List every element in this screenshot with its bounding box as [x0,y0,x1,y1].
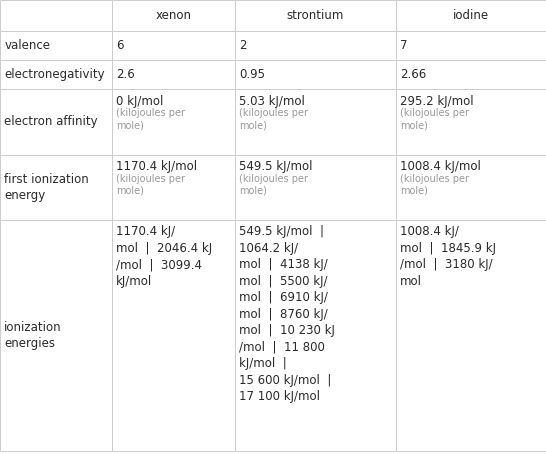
Text: ionization
energies: ionization energies [4,321,62,350]
Text: 2.66: 2.66 [400,68,426,81]
Text: (kilojoules per
mole): (kilojoules per mole) [400,173,469,196]
Text: iodine: iodine [453,9,489,22]
Text: (kilojoules per
mole): (kilojoules per mole) [400,108,469,131]
Text: first ionization
energy: first ionization energy [4,173,89,202]
Text: 295.2 kJ/mol: 295.2 kJ/mol [400,95,474,108]
Bar [112,60,235,89]
Text: strontium: strontium [287,9,344,22]
Bar [0,220,112,451]
Text: 0.95: 0.95 [239,68,265,81]
Bar [396,89,546,155]
Text: 1170.4 kJ/
mol  |  2046.4 kJ
/mol  |  3099.4
kJ/mol: 1170.4 kJ/ mol | 2046.4 kJ /mol | 3099.4… [116,225,212,288]
Bar [396,220,546,451]
Bar [112,220,235,451]
Text: valence: valence [4,39,50,52]
Bar [396,60,546,89]
Bar [235,89,396,155]
Bar [0,155,112,220]
Bar [396,0,546,31]
Text: 2.6: 2.6 [116,68,135,81]
Text: 7: 7 [400,39,408,52]
Text: electronegativity: electronegativity [4,68,105,81]
Bar [396,31,546,60]
Bar [396,155,546,220]
Text: (kilojoules per
mole): (kilojoules per mole) [116,173,185,196]
Bar [235,155,396,220]
Text: 549.5 kJ/mol  |
1064.2 kJ/
mol  |  4138 kJ/
mol  |  5500 kJ/
mol  |  6910 kJ/
mo: 549.5 kJ/mol | 1064.2 kJ/ mol | 4138 kJ/… [239,225,335,404]
Bar [235,60,396,89]
Text: 2: 2 [239,39,247,52]
Text: (kilojoules per
mole): (kilojoules per mole) [239,173,308,196]
Bar [112,155,235,220]
Text: 0 kJ/mol: 0 kJ/mol [116,95,164,108]
Bar [235,31,396,60]
Text: 1008.4 kJ/mol: 1008.4 kJ/mol [400,160,481,173]
Text: 5.03 kJ/mol: 5.03 kJ/mol [239,95,305,108]
Bar [0,89,112,155]
Text: (kilojoules per
mole): (kilojoules per mole) [239,108,308,131]
Text: xenon: xenon [156,9,191,22]
Bar [112,89,235,155]
Bar [235,0,396,31]
Bar [0,31,112,60]
Text: (kilojoules per
mole): (kilojoules per mole) [116,108,185,131]
Bar [235,220,396,451]
Text: 1008.4 kJ/
mol  |  1845.9 kJ
/mol  |  3180 kJ/
mol: 1008.4 kJ/ mol | 1845.9 kJ /mol | 3180 k… [400,225,496,288]
Text: 6: 6 [116,39,124,52]
Text: electron affinity: electron affinity [4,115,98,128]
Text: 549.5 kJ/mol: 549.5 kJ/mol [239,160,313,173]
Bar [112,31,235,60]
Bar [0,0,112,31]
Bar [112,0,235,31]
Text: 1170.4 kJ/mol: 1170.4 kJ/mol [116,160,198,173]
Bar [0,60,112,89]
